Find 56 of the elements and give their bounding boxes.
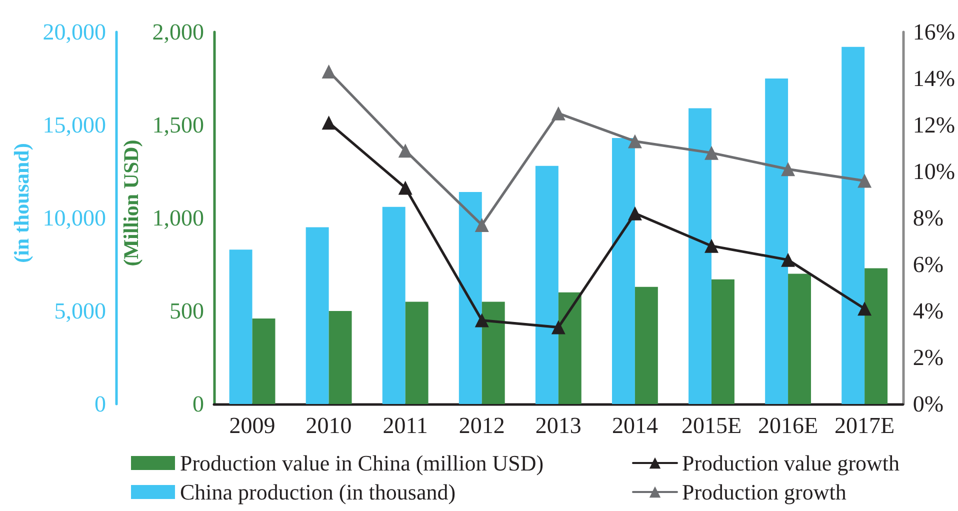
bar — [535, 166, 558, 404]
y2-tick-label: 0 — [192, 392, 204, 416]
bar — [612, 138, 635, 404]
legend-label: Production value growth — [682, 450, 900, 476]
bar — [842, 46, 865, 404]
point — [551, 106, 566, 120]
point — [398, 144, 412, 158]
point — [781, 252, 796, 267]
y-tick-label: 5,000 — [54, 298, 106, 324]
point — [628, 134, 642, 148]
point — [474, 218, 489, 232]
y2-axis-title: (Million USD) — [118, 140, 143, 266]
legend-label: Production growth — [682, 480, 846, 504]
point — [781, 162, 796, 176]
bar — [458, 192, 482, 404]
point — [704, 238, 718, 253]
y3-tick-label: 16% — [912, 20, 956, 44]
point — [398, 180, 412, 195]
y-tick-label: 10,000 — [42, 206, 106, 230]
y3-tick-label: 8% — [912, 206, 944, 230]
y3-tick-label: 10% — [912, 159, 956, 184]
legend-label: China production (in thousand) — [180, 480, 456, 504]
y3-tick-label: 0% — [912, 392, 944, 416]
x-tick-label: 2009 — [229, 413, 276, 438]
y-tick-label: 0 — [94, 392, 106, 416]
point — [628, 206, 642, 220]
point — [704, 146, 718, 160]
x-tick-label: 2011 — [382, 413, 428, 438]
x-tick-label: 2010 — [306, 413, 352, 438]
y3-tick-label: 2% — [912, 345, 944, 370]
y3-tick-label: 14% — [912, 66, 956, 91]
x-tick-label: 2016E — [758, 413, 818, 438]
x-tick-label: 2013 — [535, 413, 582, 438]
y2-tick-label: 1,000 — [152, 206, 204, 230]
y-tick-label: 15,000 — [42, 112, 106, 138]
point — [322, 64, 336, 79]
y3-tick-label: 4% — [912, 298, 944, 324]
point — [322, 116, 336, 130]
bar — [688, 108, 712, 404]
point — [474, 313, 489, 328]
y-axis-title: (in thousand) — [9, 143, 34, 263]
y-tick-label: 20,000 — [42, 20, 106, 44]
x-tick-label: 2014 — [612, 413, 658, 438]
x-tick-label: 2015E — [681, 413, 742, 438]
y2-tick-label: 1,500 — [152, 112, 204, 138]
y2-tick-label: 2,000 — [152, 20, 204, 44]
x-tick-label: 2012 — [458, 413, 505, 438]
point — [858, 302, 872, 316]
y3-tick-label: 6% — [912, 252, 944, 277]
y2-tick-label: 500 — [170, 298, 204, 324]
x-tick-label: 2017E — [834, 413, 895, 438]
y3-tick-label: 12% — [912, 112, 956, 138]
point — [551, 320, 566, 334]
legend-label: Production value in China (million USD) — [180, 450, 544, 476]
point — [858, 174, 872, 188]
bar — [765, 78, 788, 404]
